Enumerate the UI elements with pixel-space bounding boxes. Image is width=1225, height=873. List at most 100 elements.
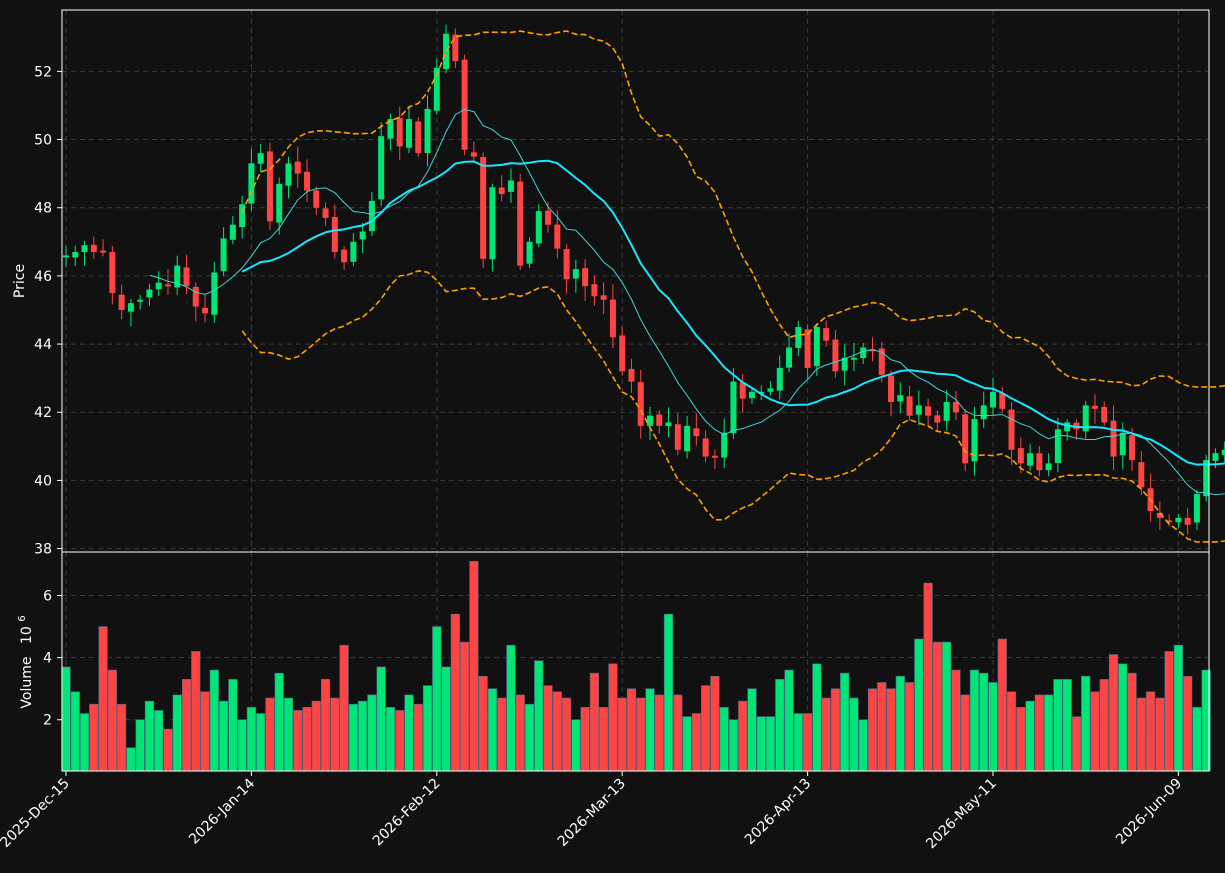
volume-bar: [645, 688, 655, 772]
volume-bar: [89, 703, 99, 772]
candle-body: [517, 181, 524, 266]
volume-bar: [561, 697, 572, 772]
candle-body: [183, 267, 190, 287]
volume-bar: [283, 697, 294, 772]
volume-bar: [1173, 644, 1183, 772]
price-tick-label: 48: [34, 201, 52, 217]
candle-body: [192, 286, 199, 307]
volume-bar: [867, 688, 878, 772]
candle-body: [164, 284, 171, 287]
candle-body: [1119, 432, 1126, 456]
candle-body: [999, 393, 1006, 409]
volume-bar: [904, 682, 915, 772]
volume-bar: [617, 697, 627, 772]
volume-bar: [1136, 697, 1146, 772]
candle-body: [452, 34, 459, 62]
price-grid: [62, 10, 1209, 552]
candle-body: [980, 405, 987, 420]
volume-bar: [413, 703, 423, 772]
volume-bar: [506, 644, 516, 772]
volume-bar: [404, 694, 414, 772]
volume-bar: [1099, 679, 1109, 772]
slow-moving-average-line: [241, 159, 1225, 466]
volume-tick-label: 4: [43, 651, 52, 667]
volume-bar: [515, 694, 525, 772]
volume-bar: [793, 713, 803, 772]
candle-body: [786, 347, 793, 368]
volume-bar: [571, 719, 581, 772]
candle-body: [341, 249, 348, 263]
volume-bar: [302, 707, 312, 772]
candle-body: [795, 327, 802, 348]
volume-bar: [728, 719, 739, 772]
candle-body: [1064, 422, 1071, 432]
candle-body: [100, 250, 107, 253]
candle-body: [359, 231, 366, 240]
volume-bar: [654, 694, 664, 772]
candle-body: [1212, 453, 1219, 461]
volume-bar: [979, 672, 989, 772]
volume-bar: [599, 707, 609, 772]
volume-bar: [821, 697, 831, 772]
volume-axis-label-power: 6: [17, 615, 28, 621]
candle-body: [266, 151, 273, 222]
volume-bar: [358, 700, 368, 772]
volume-bar: [339, 644, 349, 772]
candle-body: [276, 183, 283, 223]
candle-body: [461, 59, 468, 150]
volume-bar: [1016, 707, 1026, 772]
volume-bar: [858, 719, 868, 772]
candle-body: [841, 357, 848, 371]
volume-bar: [1183, 675, 1193, 772]
candle-body: [220, 238, 227, 272]
candle-body: [443, 33, 450, 70]
volume-bar: [608, 663, 618, 772]
candle-body: [424, 108, 431, 153]
candle-body: [155, 282, 162, 290]
candle-body: [776, 367, 783, 391]
volume-bar: [367, 694, 377, 772]
candle-body: [1175, 517, 1182, 523]
candle-body: [674, 424, 681, 450]
candle-body: [665, 422, 672, 427]
candle-body: [990, 391, 996, 408]
volume-bar: [478, 675, 488, 772]
volume-bar: [107, 669, 117, 772]
price-tick-label: 38: [34, 542, 52, 558]
volume-bar: [969, 669, 980, 772]
candle-body: [368, 200, 375, 232]
candle-body: [90, 244, 97, 253]
volume-bar: [1155, 697, 1165, 772]
candle-body: [63, 255, 69, 258]
price-tick-label: 40: [34, 473, 52, 489]
volume-bar: [691, 713, 701, 772]
candle-body: [118, 294, 125, 310]
volume-axis-label-text: Volume: [19, 657, 35, 709]
candle-body: [1036, 453, 1043, 471]
candle-body: [545, 210, 552, 225]
lower-band-line: [241, 269, 1225, 543]
candle-body: [758, 391, 765, 394]
candle-body: [146, 289, 153, 298]
price-tick-label: 52: [34, 64, 52, 80]
volume-bar: [135, 719, 145, 772]
price-tick-label: 46: [34, 269, 52, 285]
candle-body: [526, 241, 533, 264]
candle-body: [202, 307, 209, 314]
volume-bar: [385, 707, 396, 772]
candle-body: [1138, 462, 1145, 488]
candle-body: [507, 180, 514, 192]
volume-axis-label-base: 10: [19, 626, 35, 644]
candle-body: [591, 284, 598, 297]
candle-body: [702, 438, 709, 457]
volume-bar: [589, 672, 599, 772]
candles: [63, 24, 1225, 535]
volume-bar: [274, 672, 284, 772]
volume-bar: [1192, 707, 1202, 772]
indicator-overlays: [149, 30, 1225, 543]
candle-body: [860, 347, 867, 359]
volume-bar: [765, 716, 776, 772]
volume-bar: [524, 703, 535, 772]
candle-body: [730, 381, 737, 434]
candle-body: [850, 357, 857, 360]
